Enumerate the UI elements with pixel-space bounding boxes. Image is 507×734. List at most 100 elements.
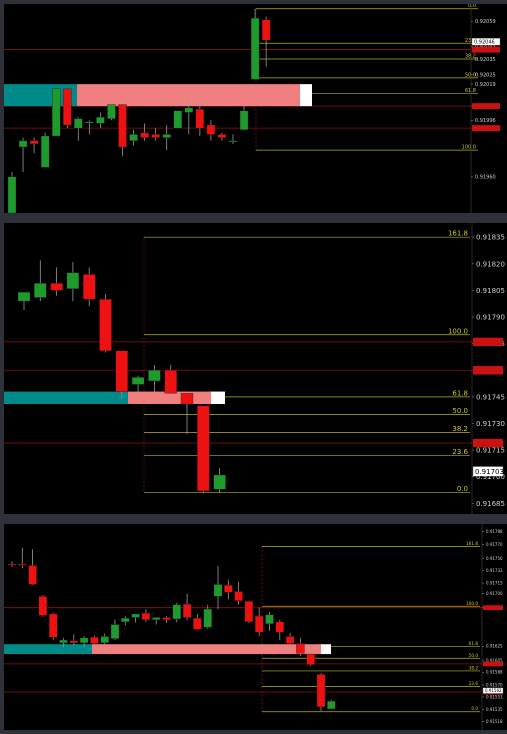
demand-zone-teal	[4, 391, 128, 404]
chart-panel-3[interactable]: 161.8 100.0 61.8 50.0 38.2 23.6 0.0 0.91788 0.91…	[4, 524, 507, 730]
demand-zone-pink	[77, 84, 300, 107]
candle-body	[18, 140, 28, 148]
candle-body	[217, 134, 227, 138]
candle-body	[275, 621, 284, 633]
candle-body	[52, 88, 61, 137]
price-tick-label: 0.91535	[486, 707, 503, 712]
fib-level-label: 38.2	[465, 54, 476, 60]
fib-level-label: 38.2	[452, 425, 468, 433]
candle-body	[85, 121, 94, 124]
price-tick-label: 0.91960	[475, 175, 496, 181]
candle-body	[203, 608, 212, 628]
fib-level-label: 23.6	[465, 38, 476, 44]
price-tick-label: 0.91518	[486, 719, 503, 724]
chart-1-svg: 0.023.638.250.061.8100.00.920590.920430.…	[4, 4, 501, 213]
current-price-label: 0.91562	[485, 688, 502, 693]
candle-body	[131, 613, 140, 618]
fib-level-label: 61.8	[469, 641, 479, 646]
candle-body	[18, 563, 27, 566]
chart-panel-1[interactable]: 0.023.638.250.061.8100.00.920590.920430.…	[4, 4, 507, 213]
candle-body	[162, 134, 171, 138]
candle-body	[29, 140, 39, 145]
candle-body	[50, 283, 63, 291]
candle-body	[162, 617, 171, 620]
candle-body	[261, 19, 271, 41]
current-price-tag	[471, 38, 501, 46]
candle-body	[7, 176, 17, 213]
candle-body	[63, 88, 72, 126]
zone-end-box	[300, 84, 312, 107]
candle-body	[34, 283, 47, 298]
price-tick-label: 0.91605	[486, 658, 503, 663]
fib-level-label: 161.8	[466, 541, 478, 546]
price-tick-label: 0.91730	[476, 420, 505, 428]
candle-body	[182, 604, 192, 618]
candle-body	[49, 613, 58, 638]
candle-body	[99, 299, 112, 351]
price-tick-label: 0.91745	[476, 393, 505, 401]
price-tick-label: 0.91790	[476, 313, 505, 321]
candle-body	[244, 601, 254, 622]
price-tick-label: 0.91553	[486, 694, 503, 699]
candle-body	[129, 134, 138, 141]
candle-body	[285, 636, 295, 644]
chart-2-svg: 161.8 100.0 61.8 50.0 38.2 23.6 0.0 0.91835 0.91…	[4, 223, 505, 514]
price-tick-label: 0.91625	[486, 644, 503, 649]
candle-body	[234, 591, 243, 601]
current-price-tag	[472, 466, 504, 477]
price-tick-label: 0.91700	[476, 473, 505, 481]
candle-body	[69, 640, 78, 643]
fib-level-label: 100.0	[462, 145, 476, 151]
candle-body	[140, 132, 149, 138]
candle-body	[59, 639, 68, 643]
price-tick-label: 0.91715	[476, 447, 505, 455]
candle-body	[115, 350, 128, 392]
fib-level-label: 0.0	[468, 4, 476, 9]
fib-level-label: 0.0	[457, 485, 468, 493]
demand-zone-pink	[92, 644, 321, 655]
price-marker	[483, 605, 503, 611]
candle-body	[193, 618, 202, 630]
candle-body	[41, 135, 50, 168]
fib-level-label: 50.0	[465, 72, 476, 78]
price-tick-label: 0.91700	[486, 591, 503, 596]
chart-panel-2[interactable]: 161.8 100.0 61.8 50.0 38.2 23.6 0.0 0.91835 0.91…	[4, 223, 507, 514]
candle-body	[38, 596, 48, 616]
price-marker	[472, 103, 500, 110]
price-tick-label: 0.91750	[486, 556, 503, 561]
candle-body	[224, 585, 233, 593]
candle-body	[327, 701, 336, 710]
candle-body	[121, 618, 130, 622]
candle-body	[197, 405, 210, 492]
candle-body	[306, 653, 315, 665]
candle-body	[96, 116, 105, 124]
fib-level-label: 23.6	[452, 448, 468, 456]
fib-level-label: 100.0	[466, 601, 478, 606]
candle-body	[110, 624, 120, 639]
price-tick-label: 0.91770	[486, 542, 503, 547]
candle-body	[131, 377, 145, 385]
candle-body	[213, 474, 226, 490]
candle-body	[100, 636, 109, 643]
candle-body	[184, 107, 193, 113]
price-marker	[472, 46, 500, 53]
zone-end-box	[321, 644, 331, 655]
price-tick-label: 0.91805	[476, 287, 505, 295]
candle-body	[83, 274, 96, 300]
candle-body	[164, 370, 177, 394]
price-tick-label: 0.91788	[486, 529, 503, 534]
candle-body	[7, 563, 17, 566]
candle-body	[239, 110, 249, 130]
candle-body	[151, 134, 160, 138]
candle-body	[206, 124, 216, 135]
candle-body	[180, 393, 194, 405]
price-tick-label: 0.92035	[475, 57, 496, 63]
fib-level-label: 50.0	[452, 407, 468, 415]
candle-body	[265, 614, 274, 624]
price-tick-label: 0.91715	[486, 580, 503, 585]
price-tick-label: 0.92019	[475, 82, 496, 88]
price-tick-label: 0.91835	[476, 234, 505, 242]
candle-body	[17, 292, 31, 302]
price-tick-label: 0.91733	[486, 568, 503, 573]
price-tick-label: 0.92025	[475, 72, 496, 78]
